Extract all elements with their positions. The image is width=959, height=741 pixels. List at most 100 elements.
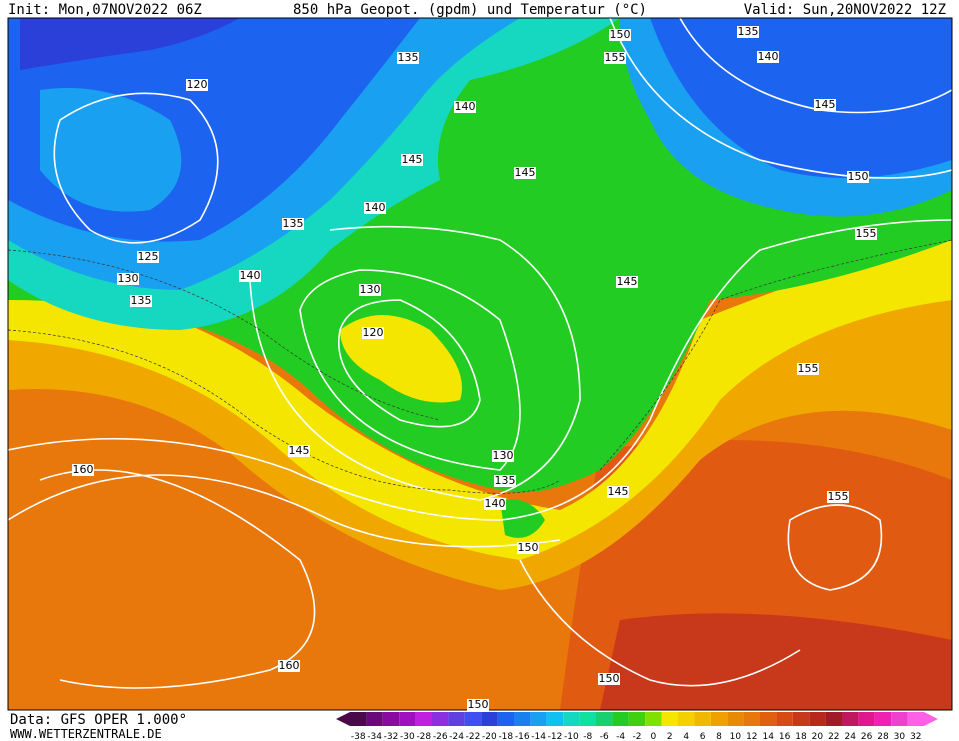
colorbar-label: 14 bbox=[762, 732, 774, 741]
contour-label-bg bbox=[514, 167, 536, 179]
colorbar-label: 20 bbox=[812, 732, 824, 741]
colorbar-cell bbox=[809, 712, 826, 726]
colorbar-label: -32 bbox=[384, 732, 399, 741]
colorbar-label: -22 bbox=[466, 732, 481, 741]
contour-label-bg bbox=[517, 542, 539, 554]
contour-label: 120 bbox=[187, 78, 208, 91]
contour-label: 145 bbox=[815, 98, 836, 111]
colorbar-cell bbox=[596, 712, 613, 726]
colorbar-cell bbox=[432, 712, 449, 726]
colorbar-cell bbox=[825, 712, 842, 726]
colorbar-cell bbox=[661, 712, 678, 726]
colorbar-cell bbox=[612, 712, 629, 726]
colorbar-arrow-left bbox=[336, 712, 350, 726]
colorbar-cell bbox=[546, 712, 564, 726]
contour-label-bg bbox=[137, 251, 159, 263]
map-title: 850 hPa Geopot. (gpdm) und Temperatur (°… bbox=[293, 2, 647, 18]
contour-label: 120 bbox=[363, 326, 384, 339]
init-time: Init: Mon,07NOV2022 06Z bbox=[8, 2, 202, 18]
colorbar-label: -18 bbox=[498, 732, 513, 741]
contour-label-bg bbox=[494, 475, 516, 487]
contour-label: 150 bbox=[599, 672, 620, 685]
contour-label: 150 bbox=[518, 541, 539, 554]
valid-time: Valid: Sun,20NOV2022 12Z bbox=[744, 2, 946, 18]
colorbar-label: 18 bbox=[795, 732, 807, 741]
contour-label: 140 bbox=[240, 269, 261, 282]
contour-label-bg bbox=[492, 450, 514, 462]
contour-label: 135 bbox=[738, 25, 759, 38]
contour-label: 140 bbox=[455, 100, 476, 113]
colorbar-label: 8 bbox=[716, 732, 722, 741]
colorbar-cell bbox=[415, 712, 432, 726]
contour-label-bg bbox=[855, 228, 877, 240]
contour-label-bg bbox=[186, 79, 208, 91]
contour-label: 140 bbox=[365, 201, 386, 214]
colorbar-cell bbox=[891, 712, 908, 726]
contour-label: 160 bbox=[279, 659, 300, 672]
contour-label: 130 bbox=[360, 283, 381, 296]
contour-label: 160 bbox=[73, 463, 94, 476]
colorbar-cell bbox=[514, 712, 531, 726]
contour-label-bg bbox=[467, 699, 489, 711]
colorbar-cell bbox=[448, 712, 465, 726]
colorbar-cell bbox=[628, 712, 646, 726]
contour-label: 130 bbox=[493, 449, 514, 462]
colorbar-cell bbox=[907, 712, 924, 726]
contour-label-bg bbox=[362, 327, 384, 339]
colorbar-label: 26 bbox=[861, 732, 873, 741]
colorbar-label: -12 bbox=[548, 732, 563, 741]
colorbar-label: -28 bbox=[416, 732, 431, 741]
colorbar-cell bbox=[399, 712, 416, 726]
data-source: Data: GFS OPER 1.000° bbox=[10, 712, 187, 728]
contour-label-bg bbox=[827, 491, 849, 503]
contour-label: 135 bbox=[495, 474, 516, 487]
colorbar-cell bbox=[497, 712, 514, 726]
colorbar-cell bbox=[563, 712, 580, 726]
colorbar-label: -34 bbox=[367, 732, 382, 741]
colorbar-label: 24 bbox=[844, 732, 856, 741]
colorbar-arrow-right bbox=[924, 712, 938, 726]
contour-label: 145 bbox=[402, 153, 423, 166]
contour-label-bg bbox=[847, 171, 869, 183]
colorbar-cell bbox=[366, 712, 383, 726]
contour-label-bg bbox=[814, 99, 836, 111]
colorbar-cell bbox=[858, 712, 875, 726]
colorbar-label: -38 bbox=[351, 732, 366, 741]
contour-label: 155 bbox=[798, 362, 819, 375]
colorbar-cell bbox=[874, 712, 892, 726]
contour-label: 145 bbox=[289, 444, 310, 457]
contour-label-bg bbox=[401, 154, 423, 166]
colorbar-label: 0 bbox=[651, 732, 657, 741]
contour-label: 150 bbox=[848, 170, 869, 183]
contour-label-bg bbox=[598, 673, 620, 685]
colorbar-label: 12 bbox=[746, 732, 757, 741]
contour-label-bg bbox=[282, 218, 304, 230]
contour-label-bg bbox=[72, 464, 94, 476]
contour-label-bg bbox=[130, 295, 152, 307]
site: WWW.WETTERZENTRALE.DE bbox=[10, 727, 162, 741]
colorbar-label: -6 bbox=[600, 732, 609, 741]
colorbar-label: 6 bbox=[700, 732, 706, 741]
colorbar-label: 16 bbox=[779, 732, 791, 741]
contour-label: 155 bbox=[828, 490, 849, 503]
contour-label-bg bbox=[616, 276, 638, 288]
colorbar-cell bbox=[382, 712, 400, 726]
colorbar-label: -16 bbox=[515, 732, 530, 741]
contour-label-bg bbox=[454, 101, 476, 113]
colorbar-cell bbox=[694, 712, 711, 726]
contour-label-bg bbox=[797, 363, 819, 375]
contour-label-bg bbox=[737, 26, 759, 38]
contour-label: 145 bbox=[617, 275, 638, 288]
colorbar-cell bbox=[743, 712, 760, 726]
contour-label-bg bbox=[757, 51, 779, 63]
colorbar-cell bbox=[727, 712, 744, 726]
colorbar-cell bbox=[481, 712, 498, 726]
contour-label: 125 bbox=[138, 250, 159, 263]
colorbar-cell bbox=[776, 712, 793, 726]
contour-label: 140 bbox=[758, 50, 779, 63]
contour-label: 135 bbox=[131, 294, 152, 307]
colorbar-cell bbox=[792, 712, 810, 726]
contour-label-bg bbox=[359, 284, 381, 296]
colorbar-label: 30 bbox=[894, 732, 906, 741]
